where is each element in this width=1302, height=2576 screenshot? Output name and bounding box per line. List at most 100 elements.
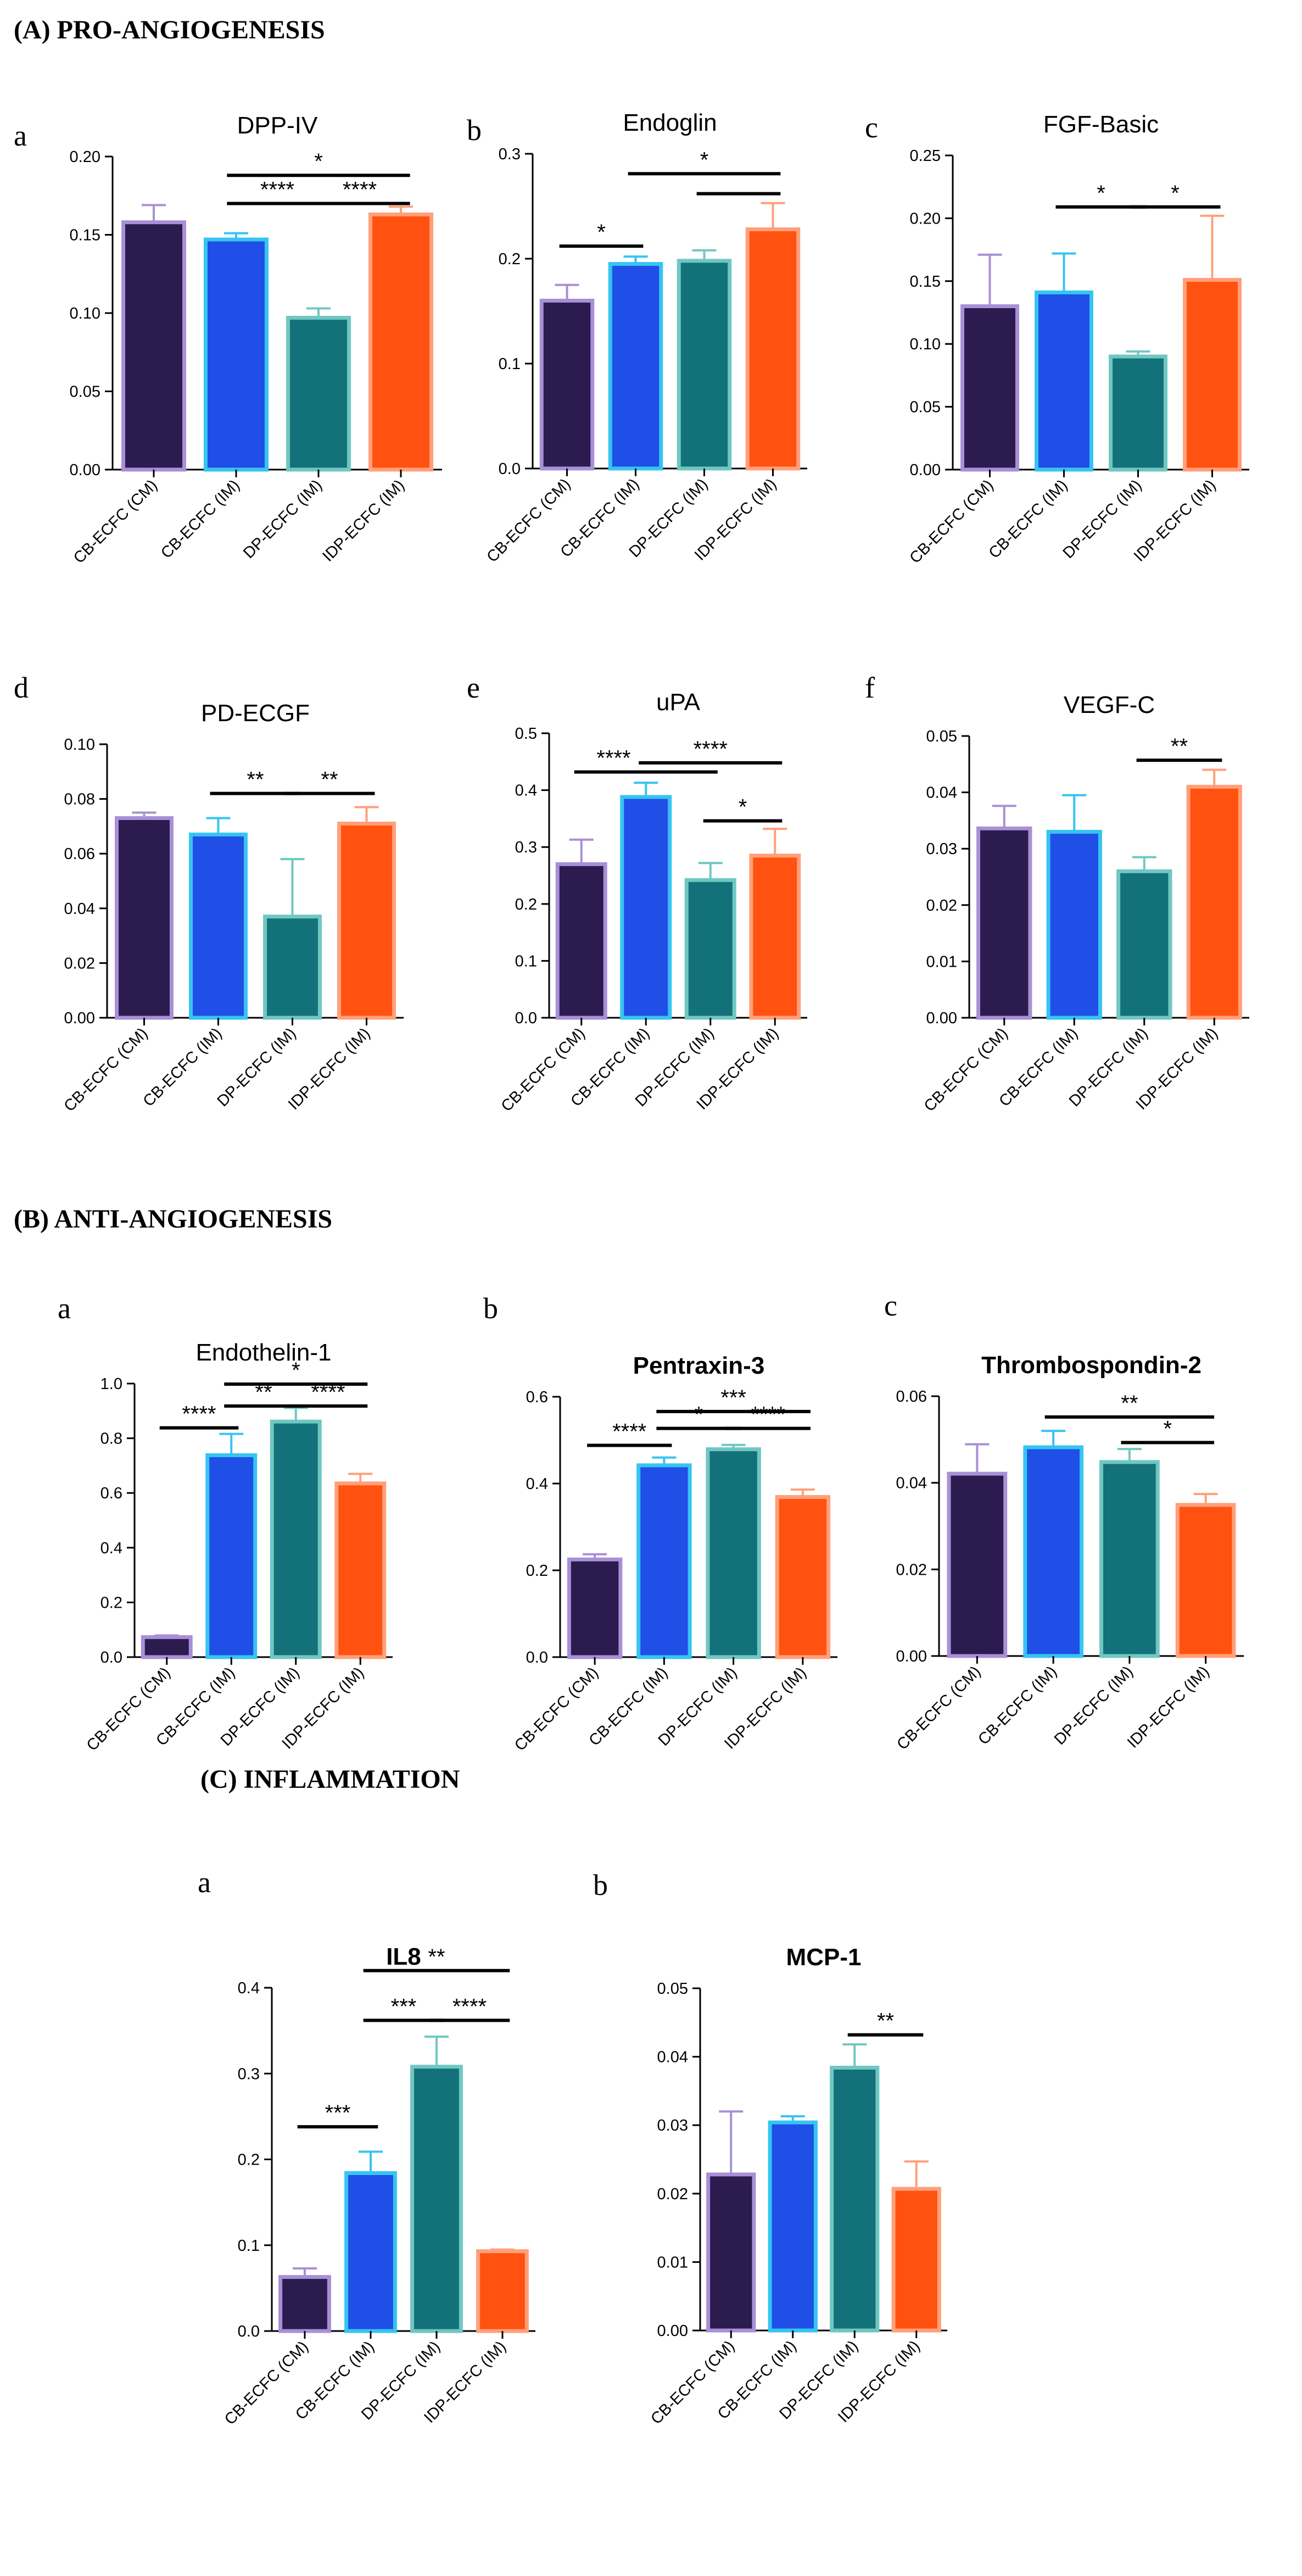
y-tick-label: 0.04 bbox=[64, 900, 95, 918]
bar-cb-ecfc-cm bbox=[567, 1557, 623, 1659]
significance-label: * bbox=[597, 220, 606, 244]
bar-cb-ecfc-im bbox=[768, 2120, 818, 2333]
bar-cb-ecfc-cm bbox=[278, 2275, 331, 2333]
panel-letter: d bbox=[14, 671, 29, 704]
y-tick-label: 0.01 bbox=[657, 2254, 688, 2271]
x-category-label: DP-ECFC (IM) bbox=[240, 476, 326, 562]
bar-cb-ecfc-im bbox=[204, 237, 269, 472]
bar-dp-ecfc-im bbox=[1109, 354, 1167, 472]
y-tick-label: 0.00 bbox=[70, 461, 100, 479]
chart-title: uPA bbox=[656, 689, 701, 716]
bar-cb-ecfc-im bbox=[189, 832, 248, 1020]
x-category-label: CB-ECFC (CM) bbox=[70, 476, 161, 567]
bar-cb-ecfc-cm bbox=[115, 816, 174, 1020]
significance-label: **** bbox=[596, 746, 630, 770]
bar-cb-ecfc-cm bbox=[121, 220, 186, 472]
significance-label: **** bbox=[612, 1419, 646, 1443]
bar-idp-ecfc-im bbox=[334, 1481, 387, 1659]
bar-cb-ecfc-im bbox=[1023, 1445, 1083, 1658]
significance-label: **** bbox=[343, 178, 377, 202]
y-tick-label: 0.0 bbox=[238, 2323, 260, 2340]
x-category-label: CB-ECFC (IM) bbox=[975, 1663, 1060, 1748]
significance-label: **** bbox=[182, 1402, 216, 1426]
chart-dpp-iv: a DPP-IV 0.00 0.05 0.10 0.15 0.20 CB-ECFC (CM)C… bbox=[14, 112, 442, 567]
chart-thrombospondin-2: c Thrombospondin-2 0.00 0.02 0.04 0.06 CB-ECFC… bbox=[884, 1289, 1244, 1753]
y-tick-label: 0.00 bbox=[657, 2322, 688, 2340]
y-tick-label: 0.3 bbox=[238, 2065, 260, 2083]
x-category-label: DP-ECFC (IM) bbox=[1051, 1663, 1137, 1748]
section-title-anti-angiogenesis: (B) ANTI-ANGIOGENESIS bbox=[14, 1205, 332, 1234]
x-category-label: DP-ECFC (IM) bbox=[214, 1024, 300, 1110]
y-tick-label: 0.1 bbox=[238, 2237, 260, 2255]
bar-dp-ecfc-im bbox=[286, 316, 351, 472]
y-tick-label: 0.1 bbox=[515, 952, 537, 970]
y-tick-label: 0.6 bbox=[100, 1485, 122, 1502]
y-tick-label: 0.15 bbox=[70, 227, 100, 244]
y-tick-label: 0.0 bbox=[499, 460, 521, 478]
section-title-inflammation: (C) INFLAMMATION bbox=[200, 1765, 460, 1794]
significance-label: * bbox=[1097, 181, 1105, 205]
y-tick-label: 0.03 bbox=[657, 2117, 688, 2134]
bar-cb-ecfc-cm bbox=[976, 826, 1032, 1020]
panel-letter: a bbox=[198, 1866, 211, 1899]
y-tick-label: 0.2 bbox=[499, 250, 521, 268]
bar-dp-ecfc-im bbox=[684, 878, 736, 1020]
bar-cb-ecfc-im bbox=[205, 1453, 258, 1659]
y-tick-label: 0.02 bbox=[896, 1561, 927, 1579]
significance-label: * bbox=[1171, 181, 1180, 205]
bar-idp-ecfc-im bbox=[891, 2187, 941, 2333]
panel-letter: b bbox=[593, 1869, 608, 1902]
x-category-label: CB-ECFC (CM) bbox=[60, 1024, 151, 1115]
panel-letter: c bbox=[884, 1289, 897, 1322]
bar-dp-ecfc-im bbox=[270, 1419, 322, 1659]
y-tick-label: 0.2 bbox=[238, 2151, 260, 2169]
bar-idp-ecfc-im bbox=[368, 212, 433, 472]
panel-letter: a bbox=[14, 119, 27, 152]
y-tick-label: 0.4 bbox=[100, 1540, 122, 1557]
significance-label: ** bbox=[1121, 1391, 1138, 1415]
y-tick-label: 0.06 bbox=[64, 845, 95, 863]
bar-cb-ecfc-im bbox=[608, 262, 663, 471]
y-tick-label: 0.4 bbox=[526, 1475, 548, 1493]
y-tick-label: 0.03 bbox=[926, 840, 957, 858]
significance-label: ** bbox=[247, 768, 264, 792]
chart-title: Pentraxin-3 bbox=[633, 1352, 765, 1379]
y-tick-label: 0.04 bbox=[896, 1475, 927, 1492]
significance-label: **** bbox=[694, 737, 728, 761]
y-tick-label: 0.01 bbox=[926, 953, 957, 971]
section-title-pro-angiogenesis: (A) PRO-ANGIOGENESIS bbox=[14, 15, 325, 44]
y-tick-label: 0.2 bbox=[515, 896, 537, 913]
bar-idp-ecfc-im bbox=[337, 821, 396, 1020]
bar-dp-ecfc-im bbox=[830, 2066, 880, 2333]
significance-label: **** bbox=[751, 1403, 785, 1427]
bar-dp-ecfc-im bbox=[1116, 869, 1172, 1020]
y-tick-label: 0.6 bbox=[526, 1389, 548, 1406]
y-tick-label: 0.10 bbox=[64, 736, 95, 754]
chart-title: DPP-IV bbox=[237, 112, 318, 139]
y-tick-label: 0.02 bbox=[64, 955, 95, 972]
panel-letter: e bbox=[467, 671, 480, 704]
panel-letter: b bbox=[467, 114, 482, 147]
x-category-label: CB-ECFC (IM) bbox=[140, 1024, 226, 1110]
panel-letter: f bbox=[865, 671, 875, 704]
bar-cb-ecfc-cm bbox=[947, 1471, 1008, 1658]
significance-label: * bbox=[700, 148, 709, 172]
y-tick-label: 0.3 bbox=[515, 839, 537, 856]
y-tick-label: 0.10 bbox=[910, 336, 941, 353]
bar-cb-ecfc-cm bbox=[960, 304, 1019, 472]
panel-letter: a bbox=[58, 1292, 71, 1325]
bar-dp-ecfc-im bbox=[263, 915, 322, 1020]
bar-dp-ecfc-im bbox=[706, 1447, 761, 1659]
bar-cb-ecfc-im bbox=[1035, 290, 1093, 472]
x-category-label: IDP-ECFC (IM) bbox=[1124, 1663, 1213, 1752]
chart-pd-ecgf: d PD-ECGF 0.00 0.02 0.04 0.06 0.08 0.10 CB-ECFC … bbox=[14, 671, 404, 1115]
chart-title: Thrombospondin-2 bbox=[981, 1352, 1202, 1379]
significance-label: * bbox=[695, 1403, 703, 1427]
y-tick-label: 0.05 bbox=[657, 1980, 688, 1998]
y-tick-label: 0.2 bbox=[100, 1594, 122, 1612]
y-tick-label: 0.04 bbox=[926, 784, 957, 802]
